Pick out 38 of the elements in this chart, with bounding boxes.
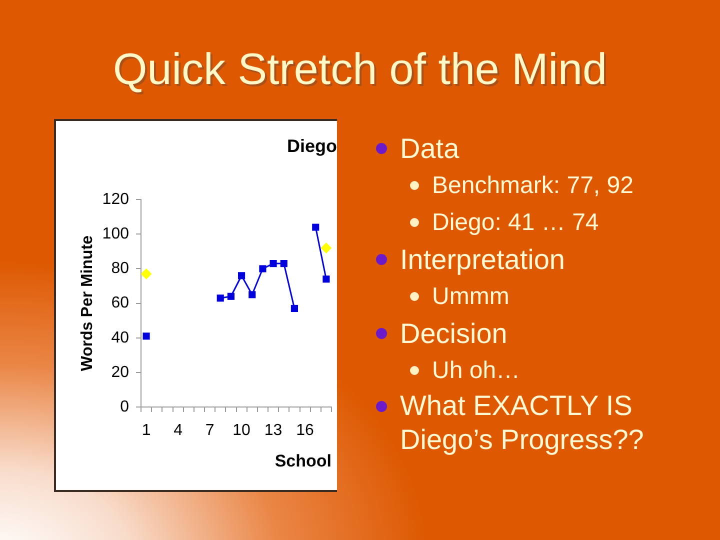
text: Interpretation <box>400 244 565 275</box>
point <box>238 272 246 280</box>
x-axis-title: School <box>274 451 332 470</box>
x-tick-label: 1 <box>142 422 151 440</box>
point <box>270 260 277 268</box>
point <box>142 332 150 340</box>
point <box>227 292 234 300</box>
point <box>320 242 332 254</box>
x-tick-label: 4 <box>174 422 183 440</box>
x-tick-label: 13 <box>264 422 282 440</box>
x-tick-label: 7 <box>205 422 214 440</box>
y-axis-title: Words Per Minute <box>79 235 96 372</box>
chart-subtitle: Diego <box>286 136 337 156</box>
point <box>290 304 298 312</box>
point <box>312 224 320 231</box>
x-tick-label: 10 <box>232 422 251 440</box>
y-tick-label: 120 <box>102 191 130 208</box>
text: Diego: 41 … 74 <box>432 209 599 236</box>
y-tick-label: 20 <box>111 364 130 381</box>
point <box>259 265 266 272</box>
point <box>216 294 224 302</box>
y-tick-label: 80 <box>111 260 130 278</box>
x-tick-label: 16 <box>296 422 314 440</box>
point <box>280 260 288 268</box>
text: Ummm <box>432 283 510 310</box>
chart-title: Quick Stretch of the Mind <box>112 44 608 96</box>
y-tick-label: 60 <box>111 294 130 312</box>
text: What EXACTLY IS Diego’s Progress?? <box>400 390 644 455</box>
point <box>248 291 256 298</box>
y-tick-label: 40 <box>111 329 130 346</box>
text: Uh oh… <box>432 357 520 384</box>
text: Data <box>400 133 460 164</box>
text: Decision <box>400 318 508 349</box>
point <box>140 268 152 280</box>
y-tick-label: 0 <box>120 398 130 416</box>
text: Benchmark: 77, 92 <box>432 172 634 199</box>
y-tick-label: 100 <box>102 226 130 243</box>
point <box>322 276 330 283</box>
